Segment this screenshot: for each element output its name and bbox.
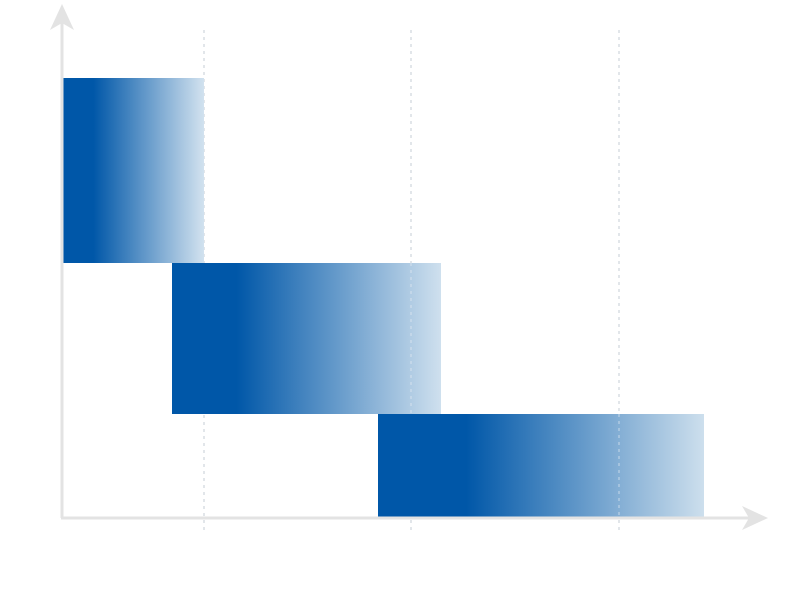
gridline-overlays	[410, 263, 620, 517]
y-axis-arrow-icon	[50, 4, 74, 30]
x-axis-arrow-icon	[742, 506, 768, 530]
phase-bar-3	[378, 414, 704, 517]
axes	[50, 4, 768, 530]
phase-bar-2	[172, 263, 441, 414]
phase-bar-1	[62, 78, 204, 263]
phase-bars	[62, 78, 704, 517]
